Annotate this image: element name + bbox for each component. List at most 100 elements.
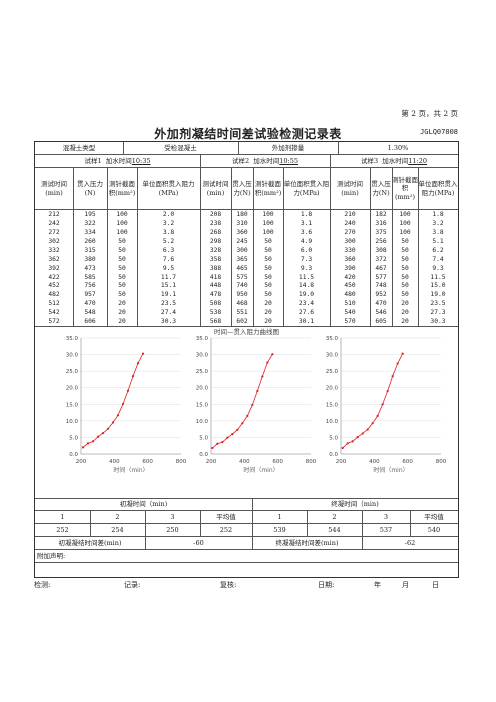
cell-time: 388: [209, 264, 222, 272]
setting-col-row: 1 2 3 平均值 1 2 3 平均值: [35, 511, 458, 524]
sample-2-water-label: 加水时间: [253, 156, 280, 165]
table-row: 362 380 50 7.6 358 365 50 7.3 360 372 50 7.4: [35, 255, 458, 265]
cell-time: 508: [209, 300, 222, 308]
data-point: [131, 375, 135, 378]
cell-area: 50: [118, 273, 126, 281]
cell-resistance: 6.2: [432, 246, 444, 254]
data-point: [141, 352, 145, 355]
cell-force: 195: [84, 211, 96, 219]
header-resistance-2: 单位面积贯入阻力(MPa): [283, 180, 330, 197]
cell-resistance: 15.0: [430, 282, 446, 290]
cell-area: 50: [264, 264, 272, 272]
chart-1: 0.0 5.0 10.0 15.0 20.0 25.0 30.0 35.0 200 400 600 8…: [66, 336, 187, 474]
cell-area: 100: [116, 220, 128, 228]
cell-area: 20: [401, 309, 409, 317]
cell-force: 467: [375, 264, 387, 272]
cell-area: 50: [264, 273, 272, 281]
note-label: 附加声明:: [37, 551, 66, 560]
cell-resistance: 4.9: [300, 237, 313, 245]
y-tick-label: 20.0: [196, 386, 209, 392]
data-point: [386, 389, 389, 393]
cell-force: 365: [236, 255, 248, 263]
page-number: 第 2 页，共 2 页: [401, 109, 458, 118]
data-point: [341, 446, 344, 450]
table-row: 452 756 50 15.1 448 740 50 14.8 450 748 50 15.0: [35, 281, 458, 291]
set-col-5: 1: [277, 512, 282, 521]
charts-area: 0.0 5.0 10.0 15.0 20.0 25.0 30.0 35.0 200 400 600 8…: [66, 336, 447, 474]
table-row: 572 606 20 30.3 568 602 20 30.1 570 605 20 30.3: [35, 317, 458, 327]
x-tick-label: 400: [369, 459, 380, 465]
data-point: [126, 389, 130, 392]
x-tick-label: 200: [336, 459, 347, 465]
cell-force: 950: [236, 291, 248, 299]
x-tick-label: 800: [176, 459, 187, 465]
cell-time: 542: [48, 309, 60, 317]
cell-force: 245: [236, 237, 248, 245]
cell-force: 548: [84, 309, 96, 317]
setting-value-row: 252 254 250 252 539 544 537 540: [35, 524, 458, 537]
cell-resistance: 3.8: [162, 229, 175, 237]
cell-resistance: 9.3: [300, 264, 313, 272]
cell-resistance: 11.7: [160, 273, 177, 281]
cell-force: 260: [84, 237, 96, 245]
y-tick-label: 35.0: [326, 336, 339, 342]
cell-area: 100: [116, 229, 128, 237]
cell-resistance: 30.3: [160, 318, 177, 326]
set-val-5: 539: [273, 525, 286, 534]
cell-area: 50: [118, 255, 126, 263]
cell-time: 448: [209, 282, 222, 290]
cell-time: 358: [209, 255, 222, 263]
y-tick-label: 10.0: [326, 419, 339, 425]
x-tick-label: 200: [76, 459, 87, 465]
dosage-value: 1.30%: [387, 143, 409, 152]
cell-area: 100: [262, 220, 274, 228]
cell-force: 575: [236, 273, 248, 281]
sample-1-water-time: 10:35: [131, 156, 151, 165]
table-row: 482 957 50 19.1 478 950 50 19.0 480 952 50 19.0: [35, 290, 458, 300]
sample-3-water-time: 11:20: [408, 156, 427, 165]
cell-force: 182: [375, 211, 387, 219]
cell-time: 392: [48, 264, 60, 272]
cell-time: 480: [344, 291, 356, 299]
cell-time: 240: [344, 220, 356, 228]
cell-area: 100: [399, 220, 411, 228]
cell-area: 100: [399, 229, 411, 237]
cell-force: 470: [84, 300, 96, 308]
tester-label: 检测:: [34, 581, 51, 589]
set-col-1: 1: [60, 512, 65, 521]
cell-time: 572: [48, 318, 60, 326]
cell-time: 478: [209, 291, 222, 299]
x-tick-label: 800: [306, 459, 317, 465]
y-tick-label: 5.0: [199, 435, 208, 441]
sample-3: 试样3 加水时间 11:20: [330, 155, 458, 167]
table-row: 272 334 100 3.8 268 360 100 3.6 270 375 100 3.8: [35, 228, 458, 238]
cell-time: 362: [48, 255, 60, 263]
cell-area: 50: [264, 291, 272, 299]
cell-resistance: 19.0: [298, 291, 315, 299]
cell-resistance: 2.0: [162, 211, 175, 219]
cell-time: 452: [48, 282, 60, 290]
cell-time: 510: [344, 300, 356, 308]
chart-3: 0.0 5.0 10.0 15.0 20.0 25.0 30.0 35.0 200 400 600 8…: [326, 336, 447, 474]
cell-resistance: 3.6: [300, 229, 313, 237]
final-diff-label: 终凝凝结时间差(min): [275, 538, 339, 547]
y-tick-label: 0.0: [329, 452, 338, 458]
set-val-2: 254: [111, 525, 124, 534]
header-area-1: 测针截面积(mm²): [108, 180, 136, 197]
cell-resistance: 1.8: [432, 211, 444, 219]
table-row: 512 470 20 23.5 508 468 20 23.4 510 470 20 23.5: [35, 299, 458, 309]
initial-setting-label: 初凝时间（min): [119, 500, 168, 509]
x-tick-label: 400: [239, 459, 250, 465]
cell-force: 577: [375, 273, 387, 281]
cell-resistance: 27.4: [160, 309, 177, 317]
y-tick-label: 5.0: [69, 435, 78, 441]
y-tick-label: 0.0: [199, 452, 208, 458]
setting-diff-row: 初凝凝结时间差(min) -60 终凝凝结时间差(min) -62: [35, 537, 458, 550]
cell-area: 50: [401, 255, 409, 263]
series-line: [82, 353, 144, 448]
data-point: [396, 362, 399, 365]
doc-code: JGLQ07008: [420, 128, 458, 136]
cell-resistance: 6.0: [300, 246, 313, 254]
cell-time: 538: [209, 309, 222, 317]
cell-force: 360: [236, 229, 248, 237]
